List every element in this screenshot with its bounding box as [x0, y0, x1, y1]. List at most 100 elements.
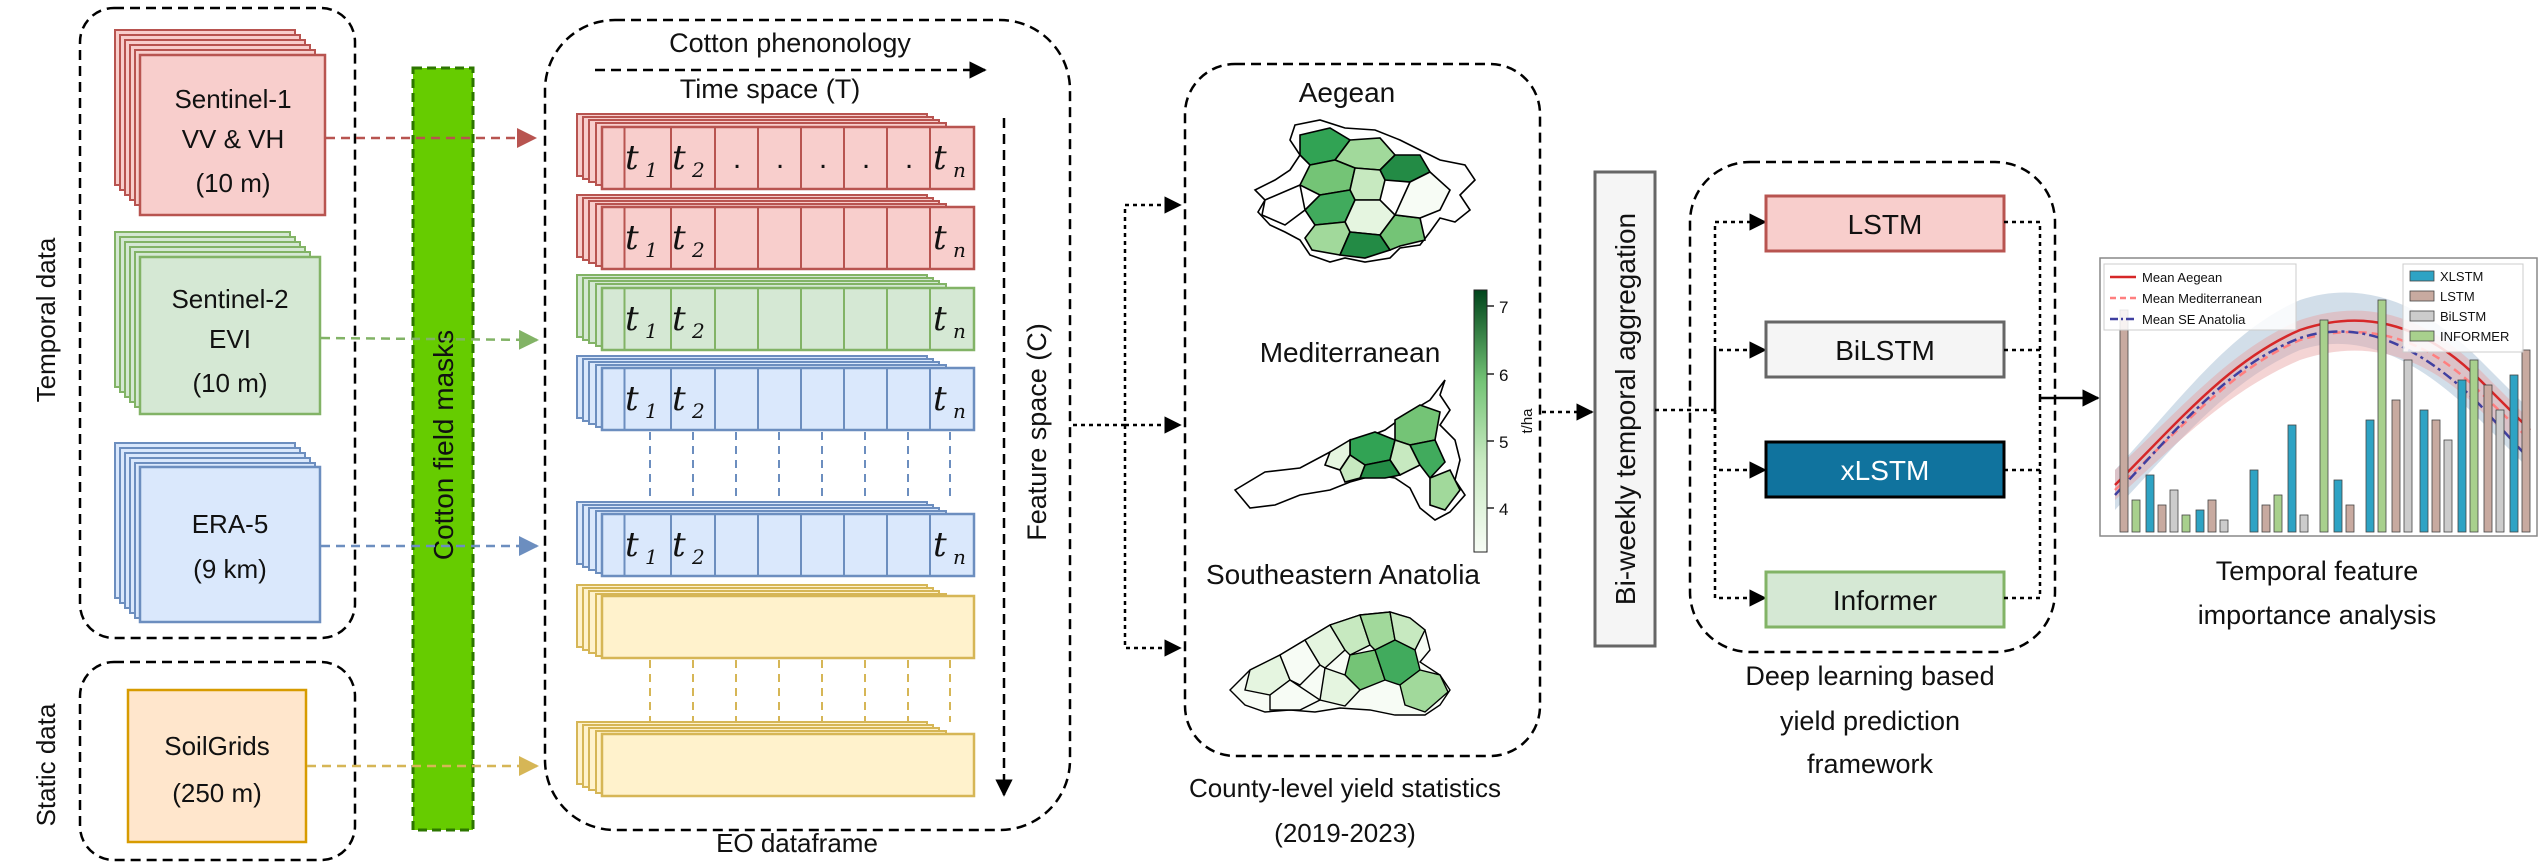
time-space-label: Time space (T) [680, 74, 861, 104]
line-mean-mediterranean [2114, 330, 2531, 491]
colorbar-tick-4: 4 [1499, 500, 1508, 519]
dataframe-row-era5a: t 1 t 2 t n [576, 355, 976, 432]
colorbar-tick-5: 5 [1499, 433, 1508, 452]
sentinel2-index: EVI [209, 324, 251, 354]
cell-t2: t [672, 525, 686, 565]
sentinel1-stack: Sentinel-1 VV & VH (10 m) [114, 29, 327, 217]
era5-resolution: (9 km) [193, 554, 267, 584]
region-aegean-label: Aegean [1299, 77, 1396, 108]
cell-t2: t [672, 218, 686, 258]
anatolia-map [1229, 611, 1451, 716]
region-mediterranean-label: Mediterranean [1260, 337, 1441, 368]
informer-box [1764, 570, 2006, 629]
cell-t2-sub: 2 [691, 238, 705, 262]
cell-tn-sub: n [953, 545, 966, 569]
soilgrids-title: SoilGrids [164, 731, 269, 761]
sentinel2-stack: Sentinel-2 EVI (10 m) [114, 231, 322, 416]
cell-t1: t [625, 525, 639, 565]
importance-caption-line2: importance analysis [2198, 600, 2437, 630]
sentinel1-resolution: (10 m) [195, 168, 270, 198]
colorbar-unit: t/ha [1519, 408, 1536, 434]
importance-bars [2119, 299, 2531, 533]
soilgrids-resolution: (250 m) [172, 778, 262, 808]
cell-t1-sub: 1 [645, 158, 658, 182]
feature-space-label: Feature space (C) [1022, 323, 1052, 541]
sentinel2-arrow [320, 329, 539, 350]
xlstm-label: xLSTM [1841, 455, 1930, 486]
colorbar-tick-7: 7 [1499, 298, 1508, 317]
lstm-box [1764, 194, 2006, 253]
cell-dot: . [905, 142, 913, 175]
legend-xlstm: XLSTM [2440, 269, 2483, 284]
informer-label: Informer [1833, 585, 1937, 616]
models-caption-line1: Deep learning based [1745, 661, 1994, 691]
aegean-map [1253, 119, 1477, 263]
sentinel2-box [138, 255, 322, 416]
era5-title: ERA-5 [192, 509, 269, 539]
agg-to-bilstm-arrow [1713, 341, 1767, 410]
agg-to-xlstm-arrow [1713, 410, 1767, 479]
legend-mean-aegean: Mean Aegean [2142, 270, 2222, 285]
cell-t1: t [625, 379, 639, 419]
agg-to-informer-arrow [1713, 410, 1767, 607]
era5-box [138, 465, 322, 624]
legend-informer: INFORMER [2440, 329, 2509, 344]
static-data-label: Static data [31, 703, 61, 826]
cell-t1-sub: 1 [645, 399, 658, 423]
df-to-aegean-arrow [1073, 196, 1182, 427]
band-aegean [2115, 310, 2530, 500]
aggregation-label: Bi-weekly temporal aggregation [1610, 213, 1641, 605]
cotton-mask-bar [411, 66, 475, 832]
cell-tn-sub: n [953, 158, 966, 182]
static-continuation-lines [649, 660, 951, 722]
dataframe-row-s2: t 1 t 2 t n [576, 274, 976, 352]
legend-mean-mediterranean: Mean Mediterranean [2142, 291, 2262, 306]
models-caption-line2: yield prediction [1780, 706, 1960, 736]
cell-tn-sub: n [953, 399, 966, 423]
dataframe-row-static-b [576, 721, 976, 798]
importance-caption-line1: Temporal feature [2216, 556, 2419, 586]
models-merge-lines [2004, 220, 2042, 600]
cell-tn-sub: n [953, 319, 966, 343]
cotton-mask-label: Cotton field masks [428, 330, 459, 560]
temporal-data-group [78, 6, 357, 640]
region-anatolia-label: Southeastern Anatolia [1206, 559, 1480, 590]
cell-dot: . [776, 142, 784, 175]
cell-t1: t [625, 138, 639, 178]
cell-tn: t [933, 525, 947, 565]
sentinel2-resolution: (10 m) [192, 368, 267, 398]
cell-tn: t [933, 299, 947, 339]
line-mean-se-anatolia [2114, 330, 2531, 496]
mediterranean-map [1233, 379, 1467, 521]
cell-dot: . [733, 142, 741, 175]
dataframe-row-s1: t 1 t 2 . . . . . t n [576, 113, 976, 191]
bilstm-box [1764, 320, 2006, 379]
cell-t2: t [672, 299, 686, 339]
eo-dataframe-caption: EO dataframe [716, 828, 878, 858]
agg-to-lstm-arrow [1655, 213, 1767, 412]
sentinel1-bands: VV & VH [182, 124, 285, 154]
cell-t2-sub: 2 [691, 399, 705, 423]
cell-tn: t [933, 138, 947, 178]
dataframe-row-static-a [576, 584, 976, 660]
cell-dot: . [862, 142, 870, 175]
cell-t1-sub: 1 [645, 545, 658, 569]
bilstm-label: BiLSTM [1835, 335, 1935, 366]
aggregation-box [1593, 170, 1657, 648]
colorbar-ticks [1487, 305, 1494, 509]
cell-t1-sub: 1 [645, 319, 658, 343]
legend-lstm: LSTM [2440, 289, 2475, 304]
era5-continuation-lines [649, 432, 951, 500]
importance-thumbnail: Mean Aegean Mean Mediterranean Mean SE A… [2099, 257, 2538, 537]
phenology-label: Cotton phenonology [669, 28, 911, 58]
cell-t1: t [625, 218, 639, 258]
sentinel2-title: Sentinel-2 [171, 284, 288, 314]
sentinel1-box [138, 53, 327, 217]
static-data-group [78, 660, 357, 862]
cell-t2: t [672, 138, 686, 178]
cell-t2-sub: 2 [691, 319, 705, 343]
cell-t2-sub: 2 [691, 158, 705, 182]
cell-t2: t [672, 379, 686, 419]
maps-group [1183, 62, 1542, 758]
